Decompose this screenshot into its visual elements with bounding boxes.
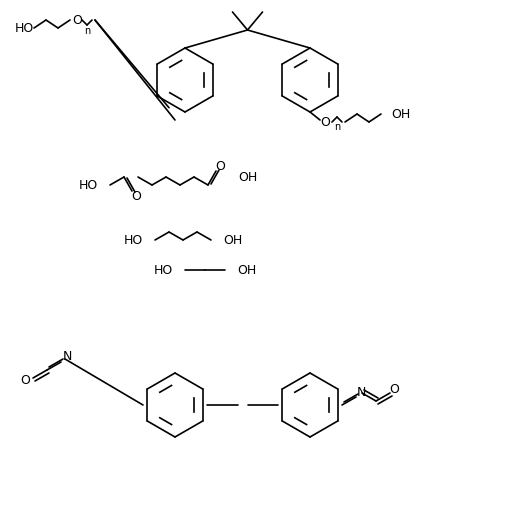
Text: O: O — [389, 383, 399, 396]
Text: O: O — [72, 13, 82, 27]
Text: OH: OH — [238, 171, 257, 183]
Text: O: O — [215, 159, 225, 173]
Text: O: O — [320, 115, 330, 128]
Text: OH: OH — [391, 107, 410, 121]
Text: OH: OH — [223, 234, 242, 246]
Text: HO: HO — [79, 178, 98, 192]
Text: O: O — [20, 374, 30, 386]
Text: HO: HO — [154, 264, 173, 276]
Text: n: n — [334, 122, 340, 132]
Text: HO: HO — [124, 234, 143, 246]
Text: N: N — [62, 350, 72, 362]
Text: OH: OH — [237, 264, 256, 276]
Text: N: N — [356, 385, 366, 399]
Text: O: O — [131, 190, 141, 202]
Text: n: n — [84, 26, 90, 36]
Text: HO: HO — [15, 21, 34, 35]
